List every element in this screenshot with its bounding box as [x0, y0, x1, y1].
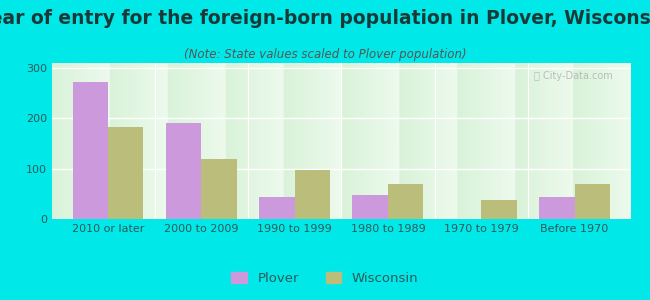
- Bar: [108, 127, 144, 219]
- Bar: [166, 123, 202, 219]
- Bar: [294, 170, 330, 219]
- Text: Ⓢ City-Data.com: Ⓢ City-Data.com: [534, 71, 613, 81]
- Bar: [575, 184, 610, 219]
- Bar: [73, 82, 108, 219]
- Bar: [202, 159, 237, 219]
- Bar: [388, 184, 423, 219]
- Bar: [352, 195, 388, 219]
- Bar: [481, 200, 517, 219]
- Text: Year of entry for the foreign-born population in Plover, Wisconsin: Year of entry for the foreign-born popul…: [0, 9, 650, 28]
- Legend: Plover, Wisconsin: Plover, Wisconsin: [226, 267, 424, 290]
- Bar: [259, 197, 294, 219]
- Text: (Note: State values scaled to Plover population): (Note: State values scaled to Plover pop…: [184, 48, 466, 61]
- Bar: [539, 197, 575, 219]
